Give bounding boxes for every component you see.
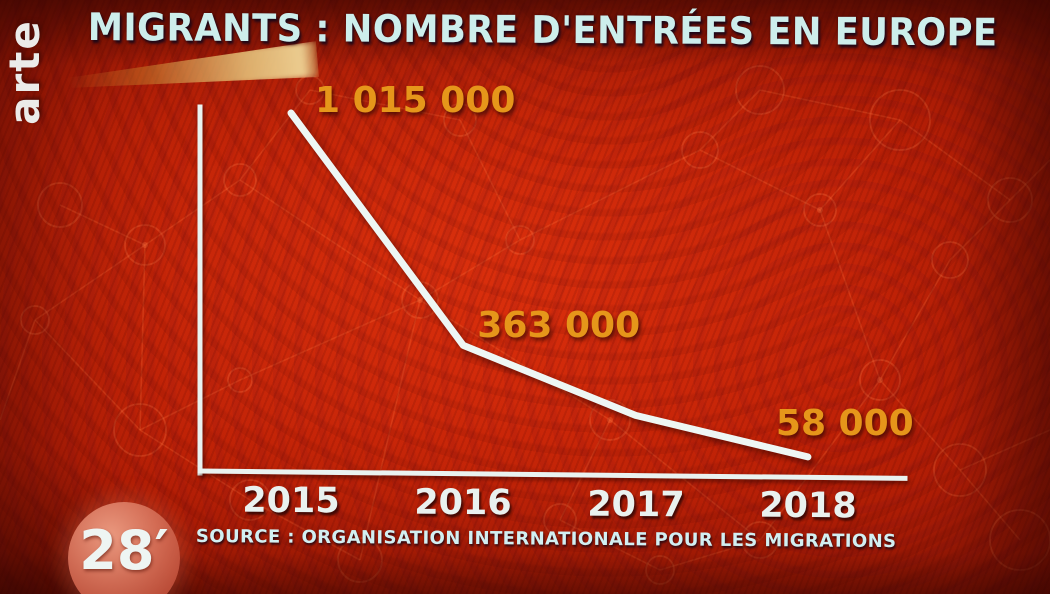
show-logo-label: 28′ xyxy=(79,519,169,582)
x-tick-2016: 2016 xyxy=(414,482,513,524)
x-tick-2015: 2015 xyxy=(242,480,340,522)
arte-channel-logo: arte xyxy=(0,19,49,125)
x-tick-2018: 2018 xyxy=(759,486,857,527)
migrants-series-line xyxy=(287,109,812,461)
data-label-2018: 58 000 xyxy=(775,402,914,444)
x-tick-2017: 2017 xyxy=(586,484,685,525)
data-label-2016: 363 000 xyxy=(477,305,641,347)
x-axis xyxy=(197,468,908,481)
chart-title: MIGRANTS : NOMBRE D'ENTRÉES EN EUROPE xyxy=(87,5,998,55)
show-logo-28-minutes: 28′ xyxy=(68,502,180,594)
data-label-2015: 1 015 000 xyxy=(315,79,516,121)
